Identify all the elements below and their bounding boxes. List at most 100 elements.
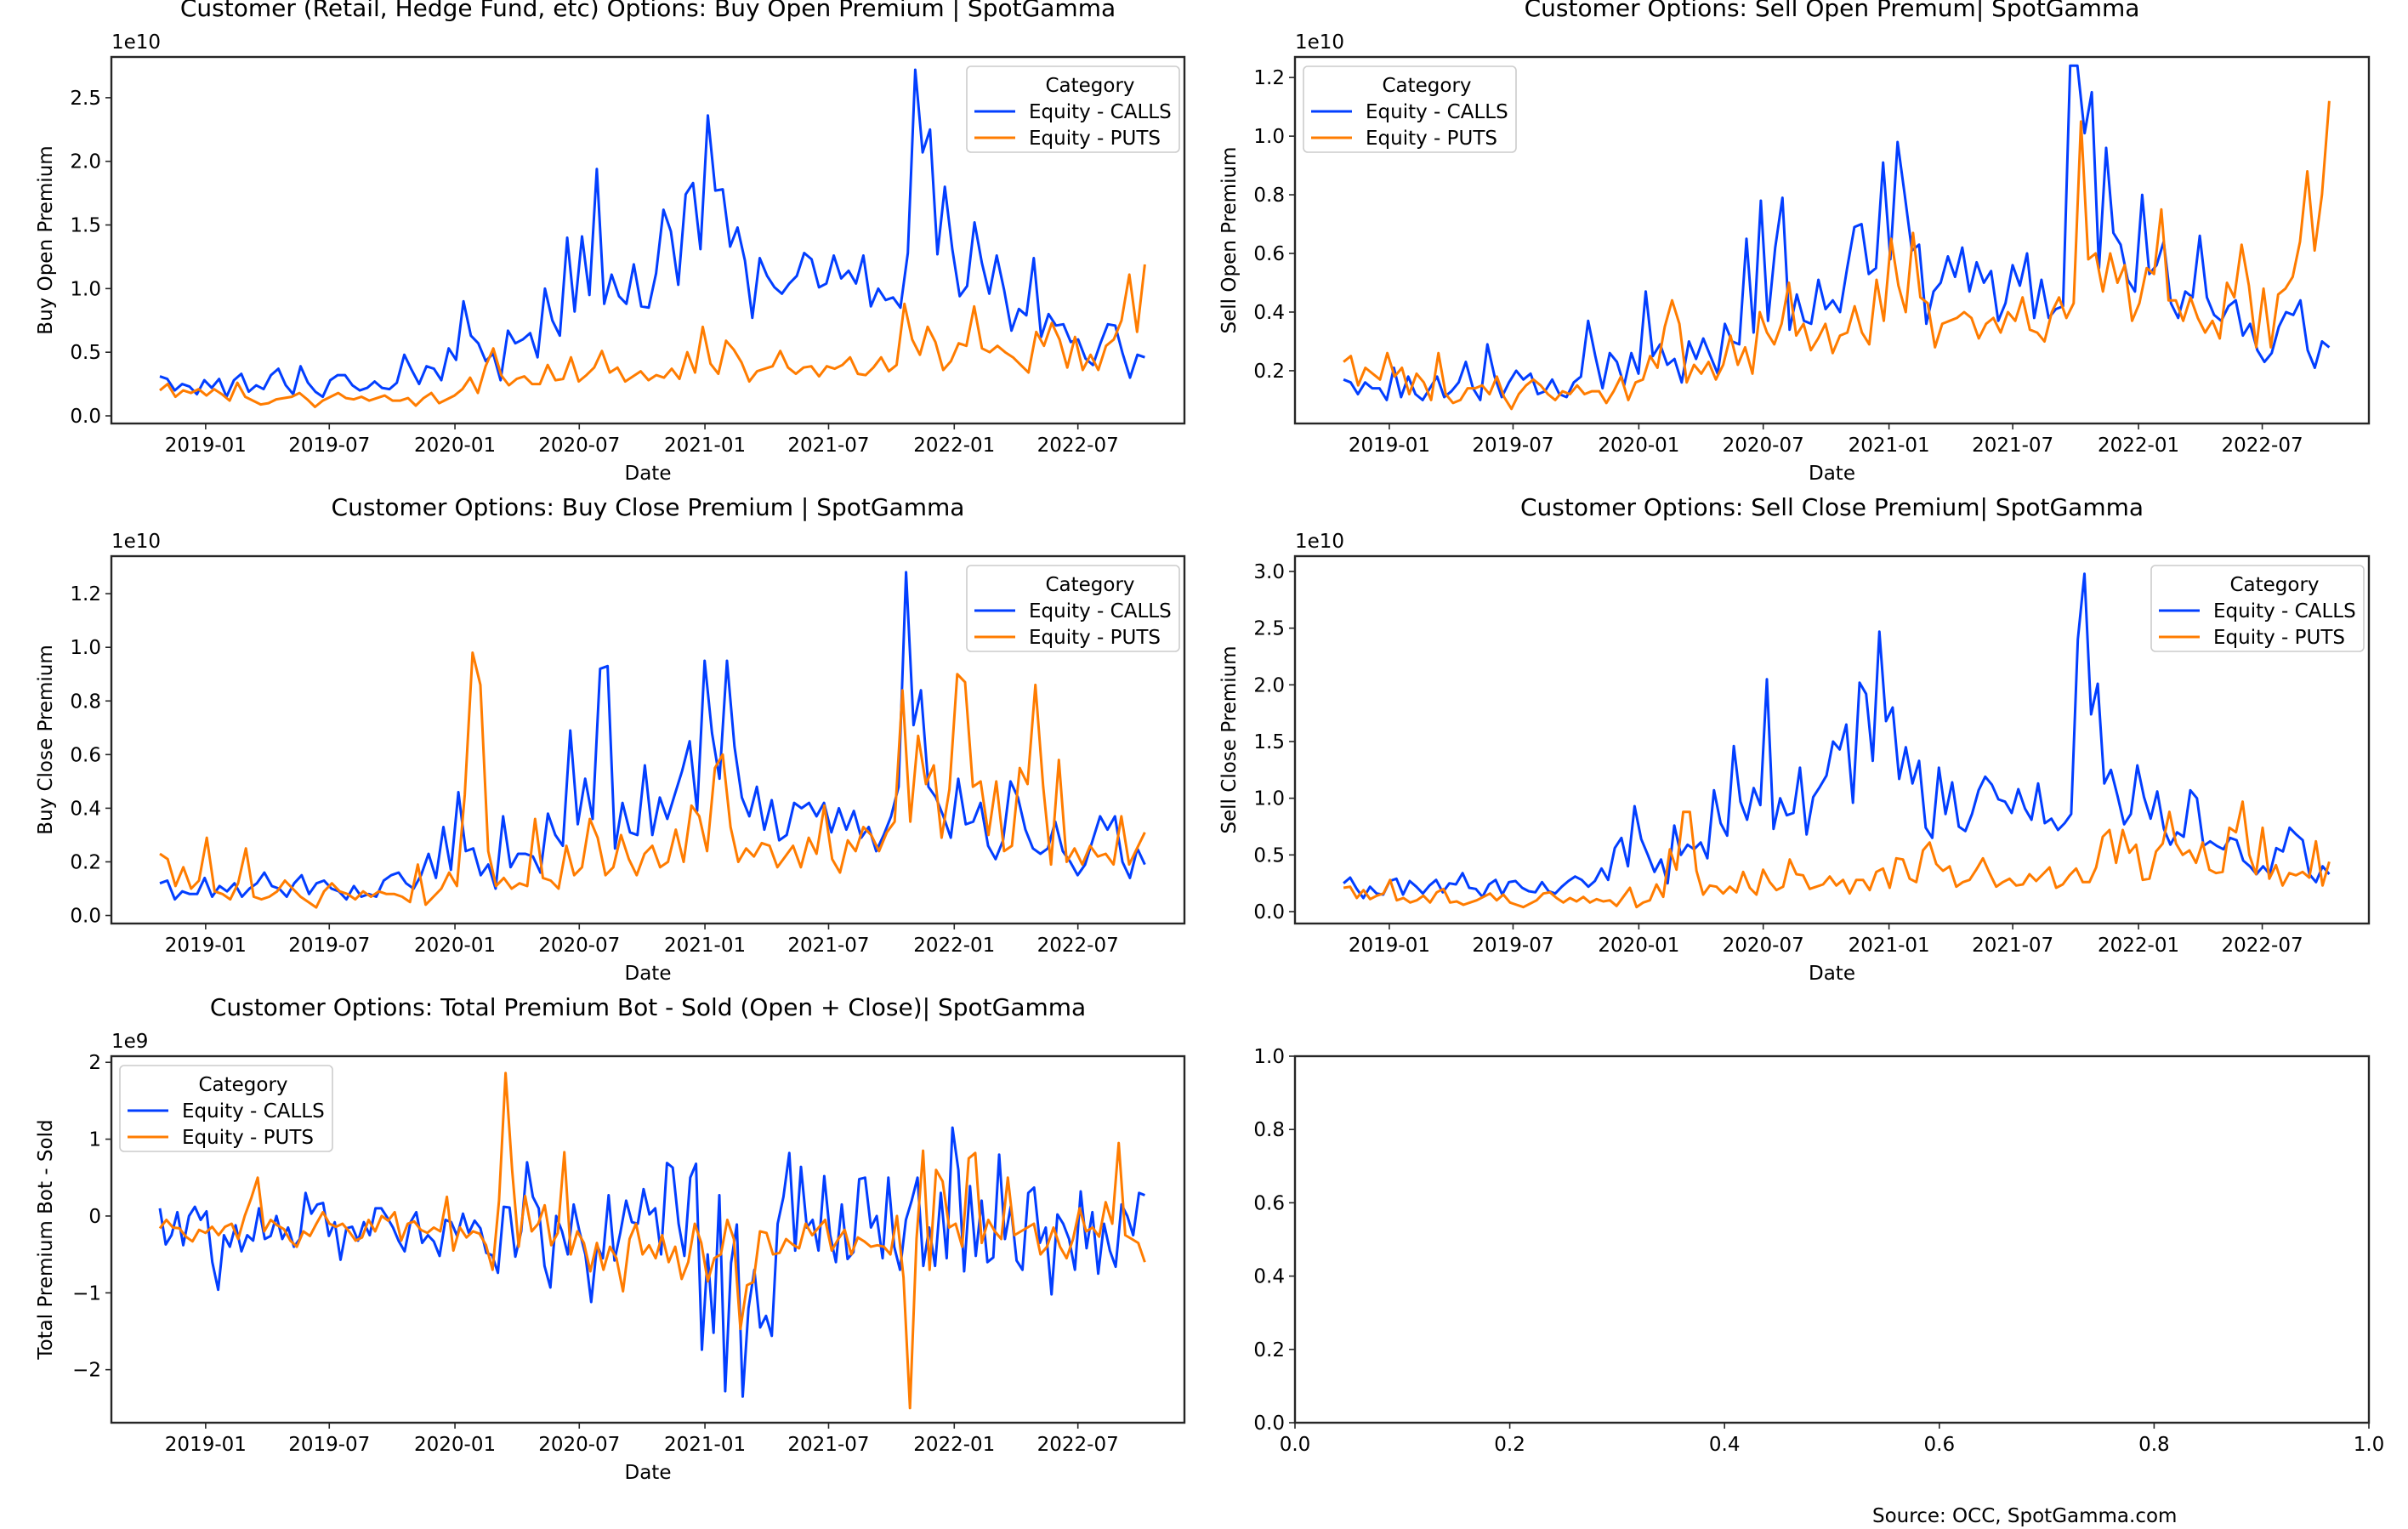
x-tick-label: 2021-01 <box>664 435 746 457</box>
legend-title: Category <box>1382 75 1471 97</box>
legend-label: Equity - PUTS <box>1029 627 1161 649</box>
plot-area <box>159 571 1146 909</box>
x-tick-label: 0.0 <box>1280 1434 1311 1456</box>
y-axis-label: Buy Open Premium <box>35 145 57 334</box>
y-axis-label: Buy Close Premium <box>35 645 57 835</box>
x-tick-label: 2021-01 <box>1849 435 1930 457</box>
chart-total-net: Customer Options: Total Premium Bot - So… <box>35 993 1186 1484</box>
y-tick-label: 1.0 <box>1253 1046 1285 1068</box>
chart-sell-close: Customer Options: Sell Close Premium| Sp… <box>1218 493 2371 985</box>
chart-empty: 0.0 0.2 0.4 0.6 0.8 1.0 0.0 0.2 0.4 0.6 0.8 1.0 <box>1253 1046 2384 1456</box>
y-tick-label: 0.6 <box>1253 1192 1285 1214</box>
y-tick-label: 0.8 <box>1253 185 1285 207</box>
y-tick-label: 2 <box>88 1052 101 1074</box>
y-axis-label: Sell Close Premium <box>1218 645 1241 833</box>
y-tick-label: −2 <box>72 1360 101 1382</box>
x-tick-label: 2022-01 <box>913 935 995 957</box>
x-axis-label: Date <box>1809 463 1855 485</box>
x-tick-label: 2022-01 <box>913 435 995 457</box>
y-offset-label: 1e10 <box>111 31 161 54</box>
x-tick-label: 0.8 <box>2138 1434 2170 1456</box>
source-note: Source: OCC, SpotGamma.com <box>1872 1505 2177 1527</box>
y-offset-label: 1e9 <box>111 1031 148 1053</box>
y-tick-label: 0.2 <box>1253 361 1285 383</box>
legend-label: Equity - PUTS <box>182 1127 314 1149</box>
legend-box <box>966 565 1180 652</box>
chart-title: Customer Options: Buy Close Premium | Sp… <box>332 493 965 521</box>
y-tick-label: 1.0 <box>1253 126 1285 148</box>
x-tick-label: 2019-07 <box>288 435 370 457</box>
x-tick-label: 2020-01 <box>414 435 496 457</box>
legend-label: Equity - PUTS <box>2213 627 2345 649</box>
x-tick-label: 2022-07 <box>1037 935 1119 957</box>
y-tick-label: 0.4 <box>1253 1266 1285 1288</box>
legend-title: Category <box>198 1074 287 1096</box>
y-tick-label: 2.0 <box>1253 674 1285 696</box>
x-tick-label: 0.2 <box>1494 1434 1525 1456</box>
y-tick-label: 0.0 <box>70 906 101 928</box>
plot-area <box>1343 572 2331 909</box>
x-tick-label: 0.4 <box>1709 1434 1741 1456</box>
x-tick-label: 2019-01 <box>1349 935 1430 957</box>
chart-title: Customer Options: Total Premium Bot - So… <box>210 993 1086 1021</box>
x-tick-label: 2021-07 <box>1972 435 2053 457</box>
x-tick-label: 2022-07 <box>1037 435 1119 457</box>
y-tick-label: 1.0 <box>70 278 101 300</box>
x-axis-label: Date <box>625 963 672 985</box>
x-tick-label: 2021-01 <box>1849 935 1930 957</box>
axes-frame <box>1293 1054 2371 1424</box>
y-tick-label: 0.5 <box>70 342 101 364</box>
legend-label: Equity - CALLS <box>1029 600 1172 622</box>
x-tick-label: 2020-07 <box>538 435 620 457</box>
plot-area <box>1343 64 2331 411</box>
chart-title: Customer (Retail, Hedge Fund, etc) Optio… <box>180 0 1116 22</box>
x-axis-label: Date <box>1809 963 1855 985</box>
y-tick-label: 0.4 <box>70 798 101 820</box>
y-tick-label: 2.0 <box>70 151 101 173</box>
series-line-puts <box>159 651 1146 909</box>
legend-title: Category <box>1045 574 1134 596</box>
y-tick-label: 0.8 <box>70 691 101 713</box>
axes-frame <box>110 55 1186 425</box>
chart-title: Customer Options: Sell Close Premium| Sp… <box>1520 493 2144 521</box>
legend-label: Equity - PUTS <box>1366 128 1497 150</box>
x-tick-label: 2019-07 <box>288 935 370 957</box>
y-tick-label: −1 <box>72 1282 101 1304</box>
y-offset-label: 1e10 <box>1295 31 1344 54</box>
y-tick-label: 2.5 <box>70 88 101 110</box>
legend-label: Equity - CALLS <box>1366 101 1508 123</box>
x-tick-label: 2019-07 <box>1472 435 1553 457</box>
legend: Category Equity - CALLS Equity - PUTS <box>2150 565 2365 652</box>
y-tick-label: 2.5 <box>1253 618 1285 640</box>
y-tick-label: 0.6 <box>1253 243 1285 265</box>
y-tick-label: 0.0 <box>70 406 101 428</box>
x-tick-label: 2019-01 <box>165 935 247 957</box>
chart-sell-open: Customer Options: Sell Open Premum| Spot… <box>1218 0 2371 485</box>
y-tick-label: 0 <box>88 1206 101 1228</box>
x-tick-label: 2022-01 <box>913 1434 995 1456</box>
y-tick-label: 0.4 <box>1253 302 1285 324</box>
x-tick-label: 1.0 <box>2354 1434 2385 1456</box>
x-tick-label: 2021-01 <box>664 935 746 957</box>
x-tick-label: 2021-07 <box>787 935 869 957</box>
x-tick-label: 2020-01 <box>414 1434 496 1456</box>
chart-title: Customer Options: Sell Open Premum| Spot… <box>1525 0 2140 22</box>
x-tick-label: 2020-01 <box>414 935 496 957</box>
x-tick-label: 2020-01 <box>1598 435 1679 457</box>
y-tick-label: 1.0 <box>1253 788 1285 810</box>
y-tick-label: 1.5 <box>70 215 101 237</box>
y-axis-label: Sell Open Premium <box>1218 147 1241 334</box>
legend-label: Equity - PUTS <box>1029 128 1161 150</box>
y-tick-label: 1.2 <box>70 583 101 605</box>
legend: Category Equity - CALLS Equity - PUTS <box>1303 65 1517 153</box>
x-tick-label: 2022-01 <box>2098 935 2179 957</box>
legend-title: Category <box>2229 574 2319 596</box>
x-tick-label: 2021-07 <box>787 435 869 457</box>
series-line-puts <box>158 1071 1146 1410</box>
x-tick-label: 2022-07 <box>1037 1434 1119 1456</box>
axes-frame <box>1293 554 2371 925</box>
x-tick-label: 2019-01 <box>165 1434 247 1456</box>
series-line-calls <box>158 1126 1145 1398</box>
x-tick-label: 2019-07 <box>1472 935 1553 957</box>
